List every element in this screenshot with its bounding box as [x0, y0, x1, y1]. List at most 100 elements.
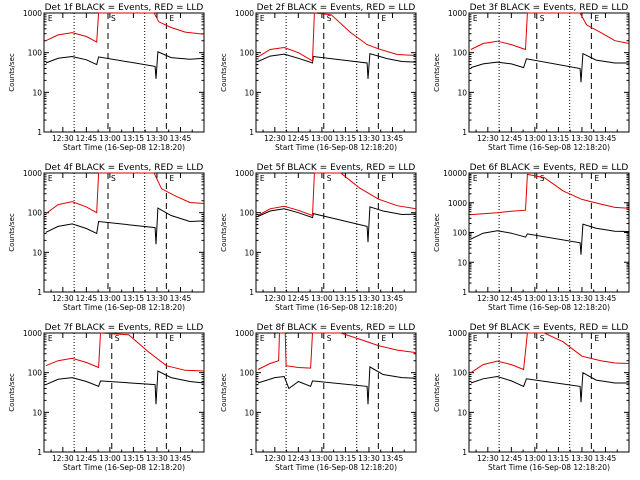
x-tick-label: 13:15 [123, 294, 145, 303]
event-marker-label: S [540, 334, 545, 343]
y-tick-label: 1000 [235, 329, 254, 338]
event-marker-label: E [48, 174, 53, 183]
x-tick-label: 13:45 [595, 294, 617, 303]
y-tick-label: 1000 [23, 9, 42, 18]
panel-title: Det 2f BLACK = Events, RED = LLD [257, 3, 416, 13]
x-tick-label: 13:15 [335, 294, 357, 303]
y-tick-label: 1 [249, 288, 254, 297]
x-tick-label: 13:30 [571, 454, 593, 463]
panel-2: Det 2f BLACK = Events, RED = LLD 1 10 100 10… [220, 3, 417, 152]
x-axis-label: Start Time (16-Sep-08 12:18:20) [488, 303, 610, 312]
y-tick-label: 1000 [448, 329, 467, 338]
y-tick-label: 1 [37, 288, 42, 297]
event-marker-label: S [115, 334, 120, 343]
event-marker-label: E [381, 174, 386, 183]
y-tick-label: 100 [453, 49, 468, 58]
x-tick-label: 13:00 [99, 294, 121, 303]
x-tick-label: 13:30 [358, 454, 380, 463]
y-tick-label: 100 [28, 209, 43, 218]
y-tick-label: 1000 [448, 199, 467, 208]
x-tick-label: 12:30 [477, 134, 499, 143]
x-tick-label: 12:30 [264, 294, 286, 303]
events-series-line [470, 52, 629, 83]
x-tick-label: 13:45 [170, 134, 192, 143]
x-axis-label: Start Time (16-Sep-08 12:18:20) [63, 303, 185, 312]
event-marker-label: S [540, 14, 545, 23]
lld-series-line [45, 332, 205, 372]
x-tick-label: 13:15 [548, 454, 570, 463]
x-tick-label: 12:30 [264, 454, 286, 463]
y-tick-label: 10 [244, 248, 254, 257]
panel-5: Det 5f BLACK = Events, RED = LLD 1 10 100 10… [220, 163, 417, 312]
x-tick-label: 12:30 [477, 454, 499, 463]
lld-series-line [257, 12, 417, 62]
y-tick-label: 100 [240, 209, 255, 218]
events-series-line [45, 51, 205, 79]
event-marker-label: E [594, 334, 599, 343]
x-tick-label: 13:45 [595, 454, 617, 463]
lld-series-line [257, 332, 417, 370]
x-tick-label: 12:45 [501, 294, 523, 303]
x-tick-label: 13:45 [170, 454, 192, 463]
plot-frame [468, 12, 630, 133]
x-tick-label: 13:00 [524, 134, 546, 143]
plot-frame [43, 332, 205, 453]
event-marker-label: S [327, 14, 332, 23]
x-tick-label: 13:15 [335, 134, 357, 143]
panel-title: Det 1f BLACK = Events, RED = LLD [45, 3, 204, 13]
event-marker-label: E [48, 334, 53, 343]
y-tick-label: 10 [32, 408, 42, 417]
event-marker-label: S [111, 174, 116, 183]
y-tick-label: 10000 [443, 169, 467, 178]
y-tick-label: 1 [249, 128, 254, 137]
event-marker-label: E [381, 334, 386, 343]
plot-frame [255, 332, 417, 453]
x-tick-label: 13:30 [146, 294, 168, 303]
lld-series-line [45, 172, 205, 215]
y-tick-label: 10 [457, 408, 467, 417]
y-tick-label: 100 [28, 369, 43, 378]
x-axis-label: Start Time (16-Sep-08 12:18:20) [275, 303, 397, 312]
x-axis-label: Start Time (16-Sep-08 12:18:20) [488, 463, 610, 472]
x-tick-label: 13:30 [358, 294, 380, 303]
events-series-line [257, 206, 417, 243]
x-tick-label: 12:45 [288, 134, 310, 143]
y-axis-label: Counts/sec [220, 53, 228, 92]
event-marker-label: E [48, 14, 53, 23]
x-tick-label: 12:45 [76, 134, 98, 143]
panel-1: Det 1f BLACK = Events, RED = LLD 1 10 100 10… [8, 3, 205, 152]
x-tick-label: 12:43 [288, 454, 310, 463]
panel-3: Det 3f BLACK = Events, RED = LLD 1 10 100 10… [433, 3, 630, 152]
x-axis-label: Start Time (16-Sep-08 12:18:20) [275, 463, 397, 472]
events-series-line [45, 370, 205, 405]
x-tick-label: 12:30 [477, 294, 499, 303]
panel-title: Det 9f BLACK = Events, RED = LLD [470, 323, 629, 333]
x-axis-label: Start Time (16-Sep-08 12:18:20) [488, 143, 610, 152]
x-tick-label: 13:45 [595, 134, 617, 143]
x-tick-label: 13:30 [146, 134, 168, 143]
y-axis-label: Counts/sec [8, 373, 16, 412]
x-tick-label: 13:15 [548, 294, 570, 303]
x-tick-label: 13:45 [382, 294, 404, 303]
x-tick-label: 13:00 [524, 294, 546, 303]
event-marker-label: E [260, 334, 265, 343]
y-tick-label: 1000 [23, 169, 42, 178]
x-tick-label: 13:45 [170, 294, 192, 303]
y-axis-label: Counts/sec [433, 213, 441, 252]
y-tick-label: 10 [244, 88, 254, 97]
x-axis-label: Start Time (16-Sep-08 12:18:20) [63, 463, 185, 472]
event-marker-label: S [111, 14, 116, 23]
y-tick-label: 10 [457, 258, 467, 267]
x-tick-label: 12:45 [76, 294, 98, 303]
y-tick-label: 10 [32, 248, 42, 257]
panel-title: Det 7f BLACK = Events, RED = LLD [45, 323, 204, 333]
y-tick-label: 1 [462, 128, 467, 137]
y-tick-label: 1 [462, 448, 467, 457]
x-tick-label: 12:30 [52, 294, 74, 303]
x-tick-label: 12:30 [52, 454, 74, 463]
event-marker-label: E [594, 14, 599, 23]
y-tick-label: 1 [37, 128, 42, 137]
panel-6: Det 6f BLACK = Events, RED = LLD 1 10 100 10… [433, 163, 630, 312]
x-tick-label: 12:30 [264, 134, 286, 143]
